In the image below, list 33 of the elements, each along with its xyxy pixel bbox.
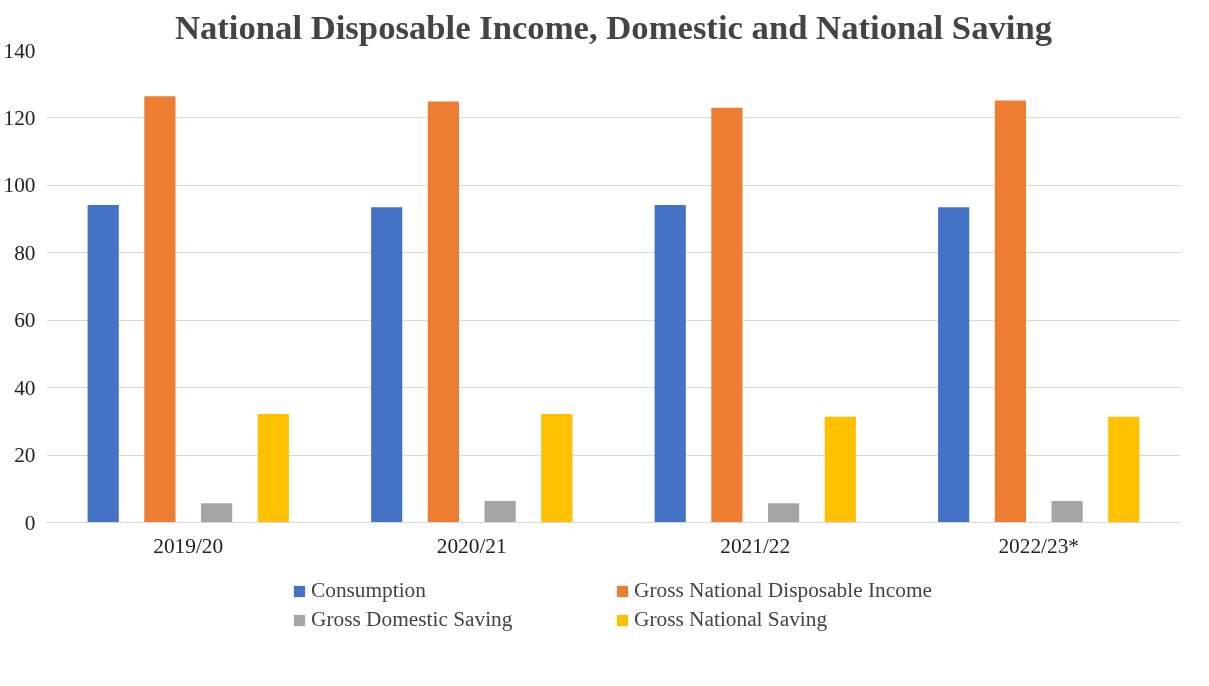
bar (1108, 416, 1140, 523)
y-tick-label: 0 (24, 510, 36, 535)
y-tick-label: 140 (3, 38, 36, 63)
bar (541, 413, 573, 523)
y-tick-label: 80 (14, 240, 36, 265)
bar (654, 204, 686, 523)
bar (427, 101, 459, 523)
legend-label: Gross Domestic Saving (311, 607, 514, 632)
legend-label: Consumption (311, 578, 427, 603)
bar (824, 416, 856, 523)
bar (994, 100, 1026, 523)
x-tick-label: 2021/22 (720, 533, 791, 558)
y-tick-label: 100 (3, 173, 36, 198)
y-tick-label: 40 (14, 375, 36, 400)
bar (1051, 500, 1083, 523)
chart-title: National Disposable Income, Domestic and National Saving (174, 7, 1053, 46)
x-tick-label: 2019/20 (153, 533, 224, 558)
bar (201, 503, 233, 523)
x-tick-label: 2020/21 (436, 533, 507, 558)
bar (484, 500, 516, 523)
y-tick-label: 120 (3, 105, 36, 130)
x-tick-label: 2022/23* (998, 533, 1080, 558)
bar (371, 207, 403, 523)
bar (938, 207, 970, 523)
bar (711, 107, 743, 523)
y-tick-label: 20 (14, 443, 36, 468)
bar (144, 96, 176, 523)
bar (87, 204, 119, 523)
bar (257, 413, 289, 523)
bar (768, 503, 800, 523)
legend-label: Gross National Saving (634, 607, 829, 632)
legend-label: Gross National Disposable Income (634, 578, 933, 603)
y-tick-label: 60 (14, 308, 36, 333)
